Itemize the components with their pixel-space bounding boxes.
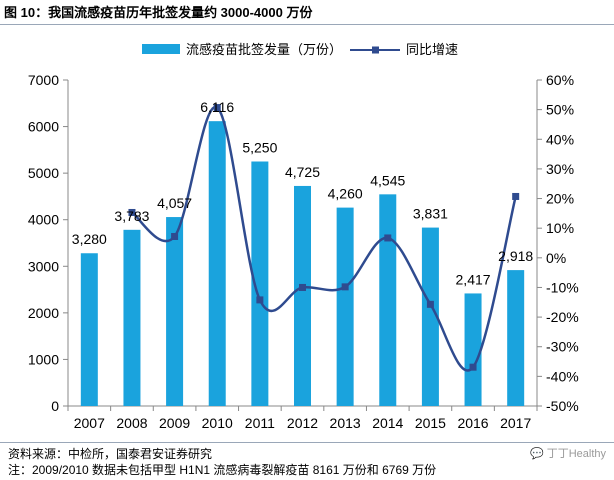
chart-legend: 流感疫苗批签发量（万份） 同比增速 [142,42,458,57]
top-divider [0,24,614,25]
y-left-tick-label: 5000 [28,165,59,181]
y-right-tick-label: 0% [546,250,566,266]
bar-2008 [123,229,141,406]
y-right-tick-label: 50% [546,102,574,118]
y-left-tick-label: 2000 [28,305,59,321]
growth-line-series [128,104,520,372]
growth-point-2012 [299,283,306,291]
chart: 0 1000 2000 3000 4000 5000 6000 7000 -50% -40% -30… [28,42,579,431]
bottom-divider [0,442,614,443]
x-tick-label: 2009 [159,415,190,431]
bar-series [80,121,525,407]
bar-value-label: 3,783 [114,208,149,224]
growth-point-2016 [469,363,477,371]
x-tick-label: 2015 [415,415,446,431]
bar-2014 [379,194,397,406]
x-tick-label: 2014 [372,415,403,431]
growth-point-2011 [256,296,264,304]
y-right-tick-label: 20% [546,191,574,207]
growth-point-2015 [426,300,434,308]
source-text: 资料来源：中检所，国泰君安证券研究 [8,447,213,461]
bar-value-label: 5,250 [242,140,277,156]
watermark-text: 丁丁Healthy [546,448,606,460]
y-right-tick-label: -40% [546,368,579,384]
y-right-tick-label: 60% [546,72,574,88]
growth-point-2010 [213,104,221,112]
bar-value-label: 4,725 [285,164,320,180]
y-right-tick-label: -10% [546,279,579,295]
watermark: 💬 丁丁Healthy [530,445,606,461]
growth-point-2014 [384,234,392,242]
legend-line-label: 同比增速 [406,42,458,57]
bar-2007 [80,253,98,406]
growth-point-2013 [341,283,349,291]
legend-line-marker [372,46,379,54]
y-right-tick-label: 30% [546,161,574,177]
legend-bar-label: 流感疫苗批签发量（万份） [186,42,342,57]
y-right-tick-label: -20% [546,309,579,325]
bar-value-label: 3,280 [72,231,107,247]
y-left-tick-label: 0 [51,398,59,414]
growth-point-2009 [171,232,179,240]
bar-value-label: 3,831 [413,206,448,222]
wechat-icon: 💬 [529,448,544,460]
bar-2009 [166,217,184,406]
x-tick-label: 2013 [330,415,361,431]
bar-2016 [464,293,482,406]
bar-2015 [421,227,439,406]
y-left-tick-label: 3000 [28,258,59,274]
y-left-tick-label: 4000 [28,212,59,228]
bar-value-label: 4,260 [328,186,363,202]
y-right-tick-label: -50% [546,398,579,414]
x-tick-label: 2010 [202,415,233,431]
bar-value-label: 4,057 [157,195,192,211]
x-tick-label: 2016 [457,415,488,431]
bar-value-label: 2,417 [456,271,491,287]
x-tick-label: 2007 [74,415,105,431]
legend-bar-swatch [142,44,180,54]
bar-2012 [294,185,311,406]
bar-value-label: 4,545 [370,172,405,188]
figure-title: 图 10：我国流感疫苗历年批签发量约 3000-4000 万份 [4,5,313,20]
bar-value-label: 6,116 [200,99,234,115]
y-right-tick-label: 10% [546,220,574,236]
growth-point-2017 [512,192,520,200]
x-tick-label: 2012 [287,415,318,431]
y-right-tick-label: 40% [546,131,574,147]
bar-2010 [208,121,226,407]
y-right-tick-label: -30% [546,339,579,355]
x-tick-label: 2017 [500,415,531,431]
x-tick-label: 2011 [245,415,275,431]
y-left-tick-label: 6000 [28,119,59,135]
x-tick-label: 2008 [116,415,147,431]
data-labels: 3,280 3,783 4,057 6,116 5,250 4,725 4,260 4,545… [72,99,534,287]
growth-line [131,106,517,372]
y-left-tick-label: 7000 [28,72,59,88]
bar-2017 [507,270,525,406]
growth-point-2008 [128,208,136,216]
note-text: 注：2009/2010 数据未包括甲型 H1N1 流感病毒裂解疫苗 8161 万… [8,463,437,477]
bar-2013 [336,207,354,406]
chart-axes: 0 1000 2000 3000 4000 5000 6000 7000 -50% -40% -30… [28,72,579,431]
bar-2011 [251,161,269,406]
y-left-tick-label: 1000 [28,351,59,367]
bar-value-label: 2,918 [498,248,533,264]
